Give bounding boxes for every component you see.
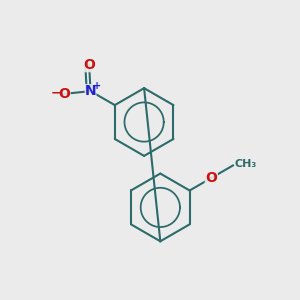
Text: CH₃: CH₃ [235,159,257,169]
Text: O: O [206,171,217,185]
Text: +: + [93,81,101,91]
Text: −: − [51,87,61,100]
Text: O: O [58,87,70,101]
Text: O: O [83,58,95,72]
Text: N: N [85,84,96,98]
